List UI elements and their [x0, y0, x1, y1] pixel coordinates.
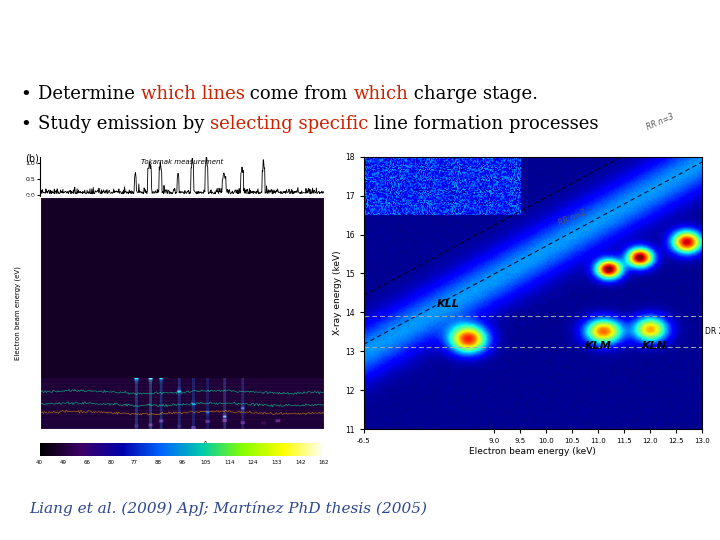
- Text: Liang et al. (2009) ApJ; Martínez PhD thesis (2005): Liang et al. (2009) ApJ; Martínez PhD th…: [29, 501, 427, 516]
- Text: which: which: [354, 85, 408, 103]
- Text: 40: 40: [36, 460, 43, 465]
- Text: KLN: KLN: [642, 341, 667, 352]
- Text: RR n=2: RR n=2: [557, 208, 587, 228]
- Text: 133: 133: [271, 460, 282, 465]
- Text: 80: 80: [107, 460, 114, 465]
- Text: come from: come from: [245, 85, 354, 103]
- Text: line formation processes: line formation processes: [369, 116, 599, 133]
- Text: (b): (b): [25, 154, 39, 164]
- Text: Study emission by: Study emission by: [38, 116, 210, 133]
- Text: 162: 162: [319, 460, 329, 465]
- Text: Tokamak measurement: Tokamak measurement: [140, 159, 223, 165]
- Text: NAOC: NAOC: [48, 64, 92, 78]
- X-axis label: Electron beam energy (keV): Electron beam energy (keV): [469, 447, 596, 456]
- Text: DR 2-1: DR 2-1: [705, 327, 720, 336]
- Text: 77: 77: [131, 460, 138, 465]
- Text: KLL: KLL: [436, 299, 459, 308]
- Text: 114: 114: [224, 460, 235, 465]
- Text: •: •: [20, 85, 31, 103]
- Y-axis label: Electron beam energy (eV): Electron beam energy (eV): [14, 266, 21, 360]
- Text: 66: 66: [84, 460, 91, 465]
- X-axis label: Wavelength (Å): Wavelength (Å): [152, 441, 212, 452]
- Text: 105: 105: [200, 460, 211, 465]
- Text: 49: 49: [60, 460, 67, 465]
- Text: Determine: Determine: [38, 85, 140, 103]
- Text: 88: 88: [155, 460, 161, 465]
- Text: RR n=3: RR n=3: [645, 112, 675, 132]
- Text: selecting specific: selecting specific: [210, 116, 369, 133]
- Text: 124: 124: [248, 460, 258, 465]
- Text: •: •: [20, 116, 31, 133]
- Text: 96: 96: [179, 460, 185, 465]
- Text: 142: 142: [295, 460, 305, 465]
- Y-axis label: X-ray energy (keV): X-ray energy (keV): [333, 251, 342, 335]
- Text: which lines: which lines: [140, 85, 245, 103]
- Text: KLM: KLM: [585, 341, 612, 352]
- Text: charge stage.: charge stage.: [408, 85, 539, 103]
